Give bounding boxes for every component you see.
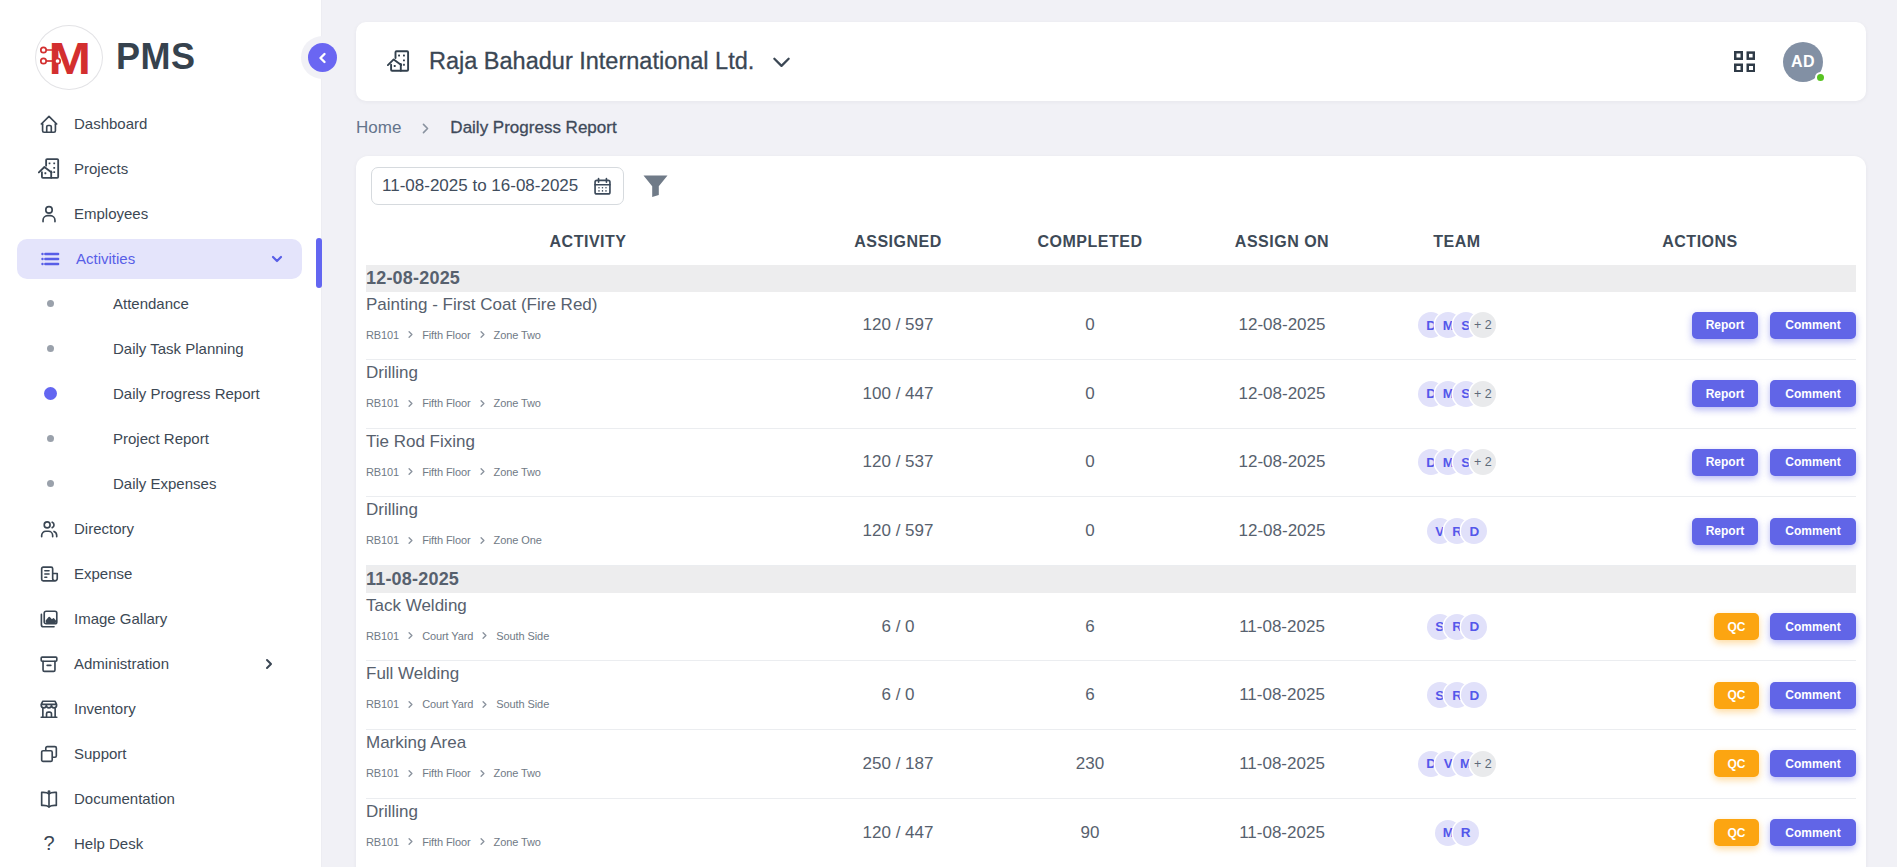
svg-text:M: M [49,34,92,83]
